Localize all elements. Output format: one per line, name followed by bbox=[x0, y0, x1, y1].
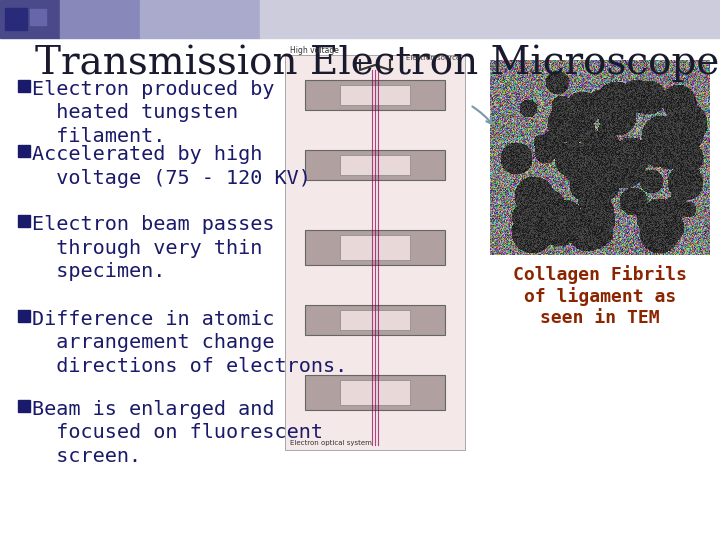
Bar bbox=[340, 85, 410, 105]
Text: Electron optical system: Electron optical system bbox=[290, 440, 372, 446]
Bar bbox=[30, 9, 46, 25]
Bar bbox=[140, 0, 260, 38]
Text: Collagen Fibrils
of ligament as
seen in TEM: Collagen Fibrils of ligament as seen in … bbox=[513, 265, 687, 327]
Text: Accelerated by high
  voltage (75 - 120 KV): Accelerated by high voltage (75 - 120 KV… bbox=[32, 145, 311, 187]
Bar bbox=[18, 145, 30, 157]
Bar bbox=[305, 150, 445, 180]
Bar bbox=[340, 155, 410, 175]
Bar bbox=[340, 380, 410, 405]
Text: Beam is enlarged and
  focused on fluorescent
  screen.: Beam is enlarged and focused on fluoresc… bbox=[32, 400, 323, 466]
Bar bbox=[285, 55, 465, 450]
Bar bbox=[305, 230, 445, 265]
Bar bbox=[340, 235, 410, 260]
Bar bbox=[260, 0, 720, 38]
Bar bbox=[0, 0, 60, 38]
Text: Electron source: Electron source bbox=[406, 55, 460, 61]
Text: Difference in atomic
  arrangement change
  directions of electrons.: Difference in atomic arrangement change … bbox=[32, 310, 347, 376]
Bar bbox=[18, 400, 30, 412]
Text: High voltage: High voltage bbox=[290, 46, 339, 55]
Bar bbox=[305, 375, 445, 410]
Bar bbox=[305, 80, 445, 110]
Text: Electron produced by
  heated tungsten
  filament.: Electron produced by heated tungsten fil… bbox=[32, 80, 274, 146]
Bar bbox=[5, 8, 27, 30]
Bar bbox=[18, 310, 30, 322]
Bar bbox=[18, 80, 30, 92]
Bar bbox=[340, 310, 410, 330]
Text: Electron beam passes
  through very thin
  specimen.: Electron beam passes through very thin s… bbox=[32, 215, 274, 281]
Text: Transmission Electron Microscope: Transmission Electron Microscope bbox=[35, 45, 719, 83]
Bar bbox=[305, 305, 445, 335]
Bar bbox=[60, 0, 140, 38]
Bar bbox=[18, 215, 30, 227]
